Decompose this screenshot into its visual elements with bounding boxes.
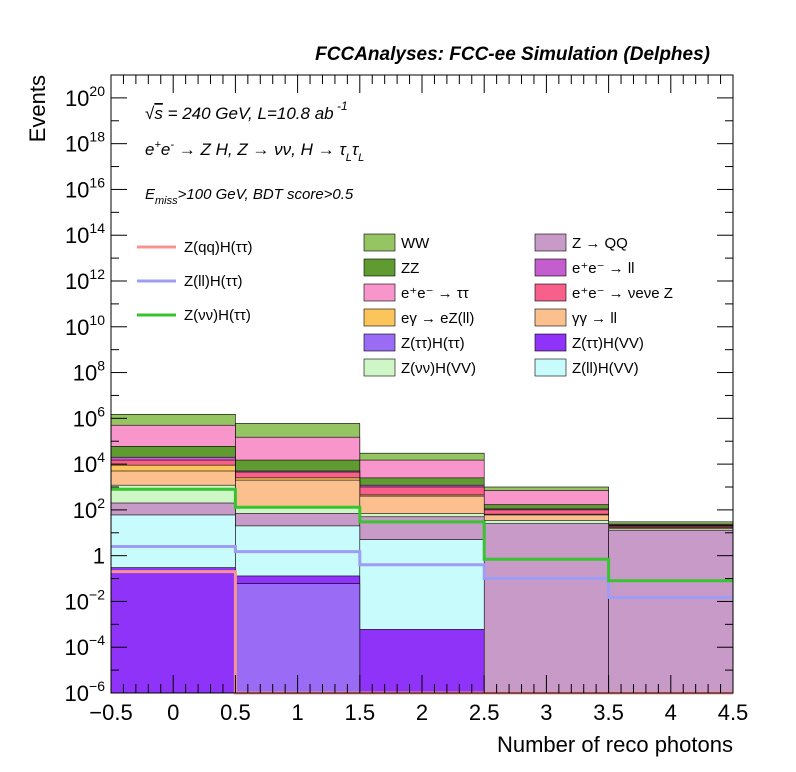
legend-label: Z(ll)H(ττ) bbox=[184, 273, 243, 290]
annotation-process: e+e- → Z H, Z → νν, H → τLτL bbox=[145, 139, 364, 164]
legend: Z(qq)H(ττ) Z(ll)H(ττ) Z(νν)H(ττ) WW ZZ e⁺e⁻ →… bbox=[137, 233, 673, 377]
x-tick-label: 2 bbox=[416, 700, 428, 725]
y-tick-label: 1010 bbox=[65, 312, 105, 340]
legend-swatch-ll bbox=[534, 308, 567, 327]
y-tick-label: 1012 bbox=[65, 266, 105, 294]
axis-ticks bbox=[110, 74, 734, 694]
x-tick-label: 3.5 bbox=[593, 700, 624, 725]
annotation-cuts: Emiss>100 GeV, BDT score>0.5 bbox=[145, 186, 354, 207]
legend-label: ZZ bbox=[401, 260, 419, 277]
legend-label: e⁺e⁻ → ll bbox=[572, 260, 635, 277]
stacked-histograms bbox=[110, 414, 734, 694]
y-tick-label: 1018 bbox=[65, 129, 105, 157]
y-tick-label: 1020 bbox=[65, 83, 105, 111]
x-tick-label: −0.5 bbox=[89, 700, 132, 725]
legend-swatch-zz bbox=[363, 258, 396, 277]
legend-label: γγ → ll bbox=[572, 310, 617, 327]
bar-z-h-bin1 bbox=[235, 583, 361, 694]
legend-label: Z(νν)H(ττ) bbox=[184, 307, 251, 324]
legend-swatch-z-h bbox=[363, 333, 396, 352]
y-tick-label: 1 bbox=[93, 544, 105, 569]
x-axis-title: Number of reco photons bbox=[497, 732, 733, 757]
legend-label: Z(νν)H(VV) bbox=[401, 360, 476, 377]
legend-swatch-z-ll-h-vv bbox=[534, 358, 567, 377]
legend-label: Z(ττ)H(ττ) bbox=[401, 335, 465, 352]
legend-label: Z(ττ)H(VV) bbox=[572, 335, 644, 352]
line-z-h bbox=[111, 487, 733, 583]
y-tick-label: 1016 bbox=[65, 174, 105, 202]
legend-label: Z(qq)H(ττ) bbox=[184, 239, 253, 256]
legend-swatch-ww bbox=[363, 233, 396, 252]
y-tick-label: 104 bbox=[73, 449, 105, 477]
y-tick-label: 10−6 bbox=[65, 678, 106, 706]
y-tick-label: 10−2 bbox=[65, 586, 106, 614]
legend-label: Z(ll)H(VV) bbox=[572, 360, 639, 377]
x-tick-labels: −0.5 0 0.5 1 1.5 2 2.5 3 3.5 4 4.5 bbox=[89, 700, 748, 725]
bar-z-h-vv-bin0 bbox=[110, 567, 236, 694]
legend-label: WW bbox=[401, 235, 430, 252]
x-tick-label: 2.5 bbox=[469, 700, 500, 725]
x-tick-label: 0 bbox=[167, 700, 179, 725]
legend-swatch-z-qq bbox=[534, 233, 567, 252]
x-tick-label: 0.5 bbox=[220, 700, 251, 725]
legend-label: eγ → eZ(ll) bbox=[401, 310, 474, 327]
x-tick-label: 1.5 bbox=[345, 700, 376, 725]
series-z-h bbox=[235, 583, 361, 694]
y-axis-title: Events bbox=[25, 75, 50, 142]
y-tick-labels: 10−6 10−4 10−2 1 102 104 106 108 1010 1012 1014 101… bbox=[65, 83, 106, 706]
bar-z-qq-bin3 bbox=[483, 523, 609, 694]
y-tick-label: 1014 bbox=[65, 220, 105, 248]
x-tick-label: 3 bbox=[540, 700, 552, 725]
legend-swatch-e-ez-ll bbox=[363, 308, 396, 327]
legend-swatch-e-e bbox=[363, 283, 396, 302]
legend-swatch-z-h-vv bbox=[363, 358, 396, 377]
bar-z-qq-bin4 bbox=[608, 529, 734, 694]
y-tick-label: 102 bbox=[73, 495, 105, 523]
legend-label: e⁺e⁻ → ττ bbox=[401, 285, 469, 302]
y-tick-label: 106 bbox=[73, 403, 105, 431]
legend-label: e⁺e⁻ → νeνe Z bbox=[572, 285, 673, 302]
y-tick-label: 10−4 bbox=[65, 632, 106, 660]
legend-swatch-e-e-e-e-z bbox=[534, 283, 567, 302]
x-tick-label: 1 bbox=[291, 700, 303, 725]
legend-label: Z → QQ bbox=[572, 235, 628, 252]
chart-title: FCCAnalyses: FCC-ee Simulation (Delphes) bbox=[315, 44, 710, 65]
annotation-energy-lumi: √s = 240 GeV, L=10.8 ab -1 bbox=[145, 99, 348, 123]
x-tick-label: 4.5 bbox=[718, 700, 749, 725]
x-tick-label: 4 bbox=[665, 700, 677, 725]
line-z-ll-h bbox=[111, 545, 733, 599]
legend-swatch-z-h-vv bbox=[534, 333, 567, 352]
legend-swatch-e-e-ll bbox=[534, 258, 567, 277]
y-tick-label: 108 bbox=[73, 358, 105, 386]
